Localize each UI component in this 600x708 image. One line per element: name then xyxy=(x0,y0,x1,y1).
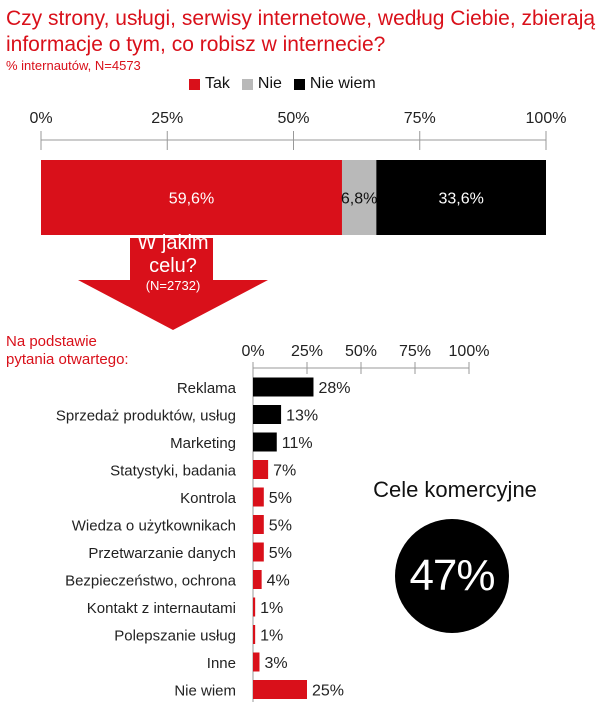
bar-5 xyxy=(253,515,264,534)
note-line2: pytania otwartego: xyxy=(6,351,129,368)
bar-value-label-7: 4% xyxy=(267,573,290,590)
bar-7 xyxy=(253,570,262,589)
bar-value-label-9: 1% xyxy=(260,628,283,645)
bottom-tick-label-0: 0% xyxy=(241,343,264,360)
bar-value-label-11: 25% xyxy=(312,683,344,700)
chart-title: Czy strony, usługi, serwisy internetowe,… xyxy=(6,7,596,56)
bar-6 xyxy=(253,542,264,562)
bar-8 xyxy=(253,597,256,617)
top-bar-label-2: 33,6% xyxy=(438,191,483,208)
category-label-7: Bezpieczeństwo, ochrona xyxy=(65,573,237,590)
category-label-10: Inne xyxy=(207,655,236,672)
open-question-note: Na podstawie pytania otwartego: xyxy=(6,333,129,369)
arrow-label: W jakim celu? (N=2732) xyxy=(113,232,233,294)
legend-swatch-tak xyxy=(189,78,200,90)
bottom-tick-label-4: 100% xyxy=(449,343,490,360)
legend-item-tak: Tak xyxy=(189,75,230,93)
commercial-value: 47% xyxy=(409,551,495,600)
top-bar-segment-0 xyxy=(41,160,342,235)
arrow-label-line1: W jakim xyxy=(137,232,209,254)
bottom-tick-label-3: 75% xyxy=(399,343,431,360)
category-label-11: Nie wiem xyxy=(174,683,236,700)
bottom-tick-label-2: 50% xyxy=(345,343,377,360)
category-label-9: Polepszanie usług xyxy=(114,628,236,645)
bar-2 xyxy=(253,432,277,452)
bar-value-label-10: 3% xyxy=(264,655,287,672)
chart-subtitle: % internautów, N=4573 xyxy=(6,58,141,73)
top-tick-label-2: 50% xyxy=(277,110,309,127)
top-bar-segment-2 xyxy=(376,160,546,235)
bar-4 xyxy=(253,487,264,507)
bar-value-label-8: 1% xyxy=(260,600,283,617)
category-label-1: Sprzedaż produktów, usług xyxy=(56,408,236,425)
category-label-2: Marketing xyxy=(170,435,236,452)
commercial-label: Cele komercyjne xyxy=(373,477,537,502)
note-line1: Na podstawie xyxy=(6,333,97,350)
bar-value-label-0: 28% xyxy=(318,380,350,397)
category-label-0: Reklama xyxy=(177,380,237,397)
arrow-label-line2: celu? xyxy=(149,255,197,277)
commercial-value-badge: 47% xyxy=(395,519,509,633)
top-tick-label-0: 0% xyxy=(29,110,52,127)
legend-label-nie-wiem: Nie wiem xyxy=(309,75,376,92)
top-bar-segment-1 xyxy=(341,160,377,235)
bar-value-label-5: 5% xyxy=(269,518,292,535)
bar-0 xyxy=(253,377,314,397)
category-label-8: Kontakt z internautami xyxy=(87,600,236,617)
bar-value-label-1: 13% xyxy=(286,408,318,425)
category-label-4: Kontrola xyxy=(180,490,237,507)
legend-swatch-nie xyxy=(241,78,253,90)
legend-swatch-nie-wiem xyxy=(293,78,305,90)
top-tick-label-1: 25% xyxy=(151,110,183,127)
legend-item-nie-wiem: Nie wiem xyxy=(293,75,376,93)
bottom-tick-label-1: 25% xyxy=(291,343,323,360)
top-bar-label-1: 6,8% xyxy=(341,191,377,208)
legend-item-nie: Nie xyxy=(241,75,282,93)
arrow-label-n: (N=2732) xyxy=(145,278,201,293)
bar-1 xyxy=(253,405,282,424)
arrow-shape xyxy=(78,238,268,330)
top-tick-label-3: 75% xyxy=(404,110,436,127)
legend: Tak Nie Nie wiem xyxy=(189,75,376,93)
bar-3 xyxy=(253,460,269,479)
bar-value-label-4: 5% xyxy=(269,490,292,507)
category-label-3: Statystyki, badania xyxy=(110,463,237,480)
bar-11 xyxy=(253,680,307,699)
bar-value-label-6: 5% xyxy=(269,545,292,562)
stacked-bar-chart: 0% 25% 50% 75% 100% 59,6% 6,8% 33,6% xyxy=(29,110,566,235)
top-bar-label-0: 59,6% xyxy=(169,191,214,208)
bar-10 xyxy=(253,652,260,672)
legend-label-tak: Tak xyxy=(205,75,230,92)
category-label-6: Przetwarzanie danych xyxy=(88,545,236,562)
purpose-bar-chart: 0% 25% 50% 75% 100% Reklama 28% Sprzedaż produk… xyxy=(56,343,490,702)
top-tick-label-4: 100% xyxy=(526,110,567,127)
bar-value-label-2: 11% xyxy=(282,435,313,452)
legend-label-nie: Nie xyxy=(257,75,282,92)
category-label-5: Wiedza o użytkownikach xyxy=(72,518,236,535)
bar-value-label-3: 7% xyxy=(273,463,296,480)
bar-9 xyxy=(253,625,256,644)
